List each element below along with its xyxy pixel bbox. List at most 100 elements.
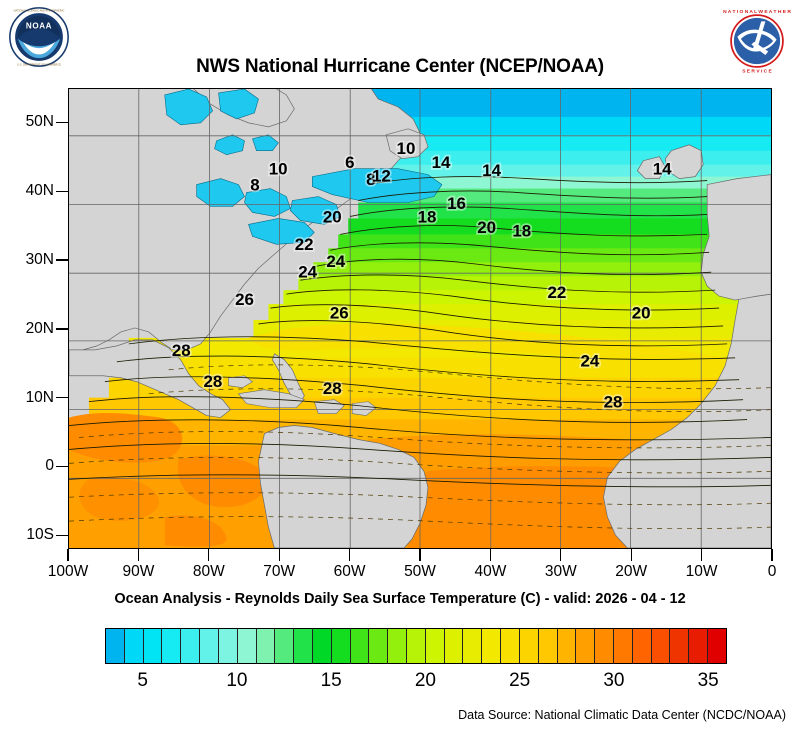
svg-text:12: 12 — [372, 166, 391, 185]
colorbar-cell — [181, 629, 201, 663]
svg-text:8: 8 — [366, 170, 375, 189]
lon-tick-label: 80W — [192, 563, 225, 580]
svg-text:14: 14 — [432, 153, 451, 172]
lon-tick — [137, 549, 140, 561]
colorbar-cell — [463, 629, 483, 663]
cool-shelf-water — [248, 168, 443, 245]
colorbar-cell — [350, 629, 370, 663]
contour-label: 88 — [249, 174, 262, 196]
colorbar-cell — [369, 629, 389, 663]
svg-text:24: 24 — [326, 252, 345, 271]
svg-text:S E R V I C E: S E R V I C E — [742, 69, 772, 75]
svg-text:22: 22 — [547, 283, 566, 302]
lat-tick-label: 40N — [25, 182, 54, 200]
colorbar-cell — [557, 629, 577, 663]
lon-tick — [630, 549, 632, 561]
lat-tick-label: 20N — [25, 319, 54, 337]
isotherm-contours — [69, 176, 771, 488]
svg-text:20: 20 — [632, 304, 651, 323]
lat-tick — [56, 328, 68, 330]
lat-tick-label: 10S — [26, 526, 54, 544]
svg-text:20: 20 — [323, 208, 342, 227]
colorbar-cell — [576, 629, 596, 663]
svg-text:NOAA: NOAA — [26, 21, 52, 30]
svg-text:N A T I O N A L W E A T H E: N A T I O N A L W E A T H E R — [723, 9, 791, 15]
svg-text:18: 18 — [418, 208, 437, 227]
lat-tick — [56, 396, 68, 399]
lat-tick-label: 30N — [25, 251, 54, 268]
land-masses — [69, 89, 771, 548]
colorbar-cell — [444, 629, 464, 663]
lon-tick — [771, 549, 773, 561]
svg-text:22: 22 — [547, 283, 566, 302]
lon-tick-label: 90W — [122, 563, 155, 580]
lat-tick — [56, 534, 68, 536]
colorbar-cell — [407, 629, 426, 663]
lon-tick — [67, 549, 69, 561]
lon-tick — [419, 549, 421, 561]
gulf-stream — [248, 323, 748, 366]
colorbar-cell — [162, 629, 182, 663]
plot-caption: Ocean Analysis - Reynolds Daily Sea Surf… — [114, 591, 686, 607]
caribbean-islands — [228, 375, 377, 416]
colorbar-cell — [388, 629, 407, 663]
svg-text:22: 22 — [295, 235, 314, 254]
lat-tick — [56, 121, 68, 124]
colorbar-cell — [670, 629, 690, 663]
colorbar-tick-label: 5 — [137, 670, 148, 691]
svg-text:18: 18 — [418, 208, 437, 227]
contour-label: 66 — [343, 151, 356, 173]
lat-lon-grid — [69, 89, 771, 548]
svg-text:14: 14 — [482, 161, 501, 180]
colorbar-cell — [613, 629, 633, 663]
colorbar-cell — [237, 629, 257, 663]
svg-text:18: 18 — [512, 221, 531, 240]
svg-text:14: 14 — [653, 160, 672, 179]
nws-logo: N A T I O N A L W E A T H E R S E R V I … — [723, 7, 791, 75]
colorbar-cell — [124, 629, 144, 663]
svg-text:26: 26 — [330, 304, 349, 323]
sst-map-plot: 6 6 8 8 8 8 10 10 10 10 12 12 14 14 14 14 14 14 16 16 18 18 18… — [68, 88, 772, 549]
lon-tick — [208, 549, 210, 561]
colorbar-cell — [200, 629, 219, 663]
svg-text:28: 28 — [172, 341, 191, 360]
colorbar-cell — [632, 629, 652, 663]
svg-text:20: 20 — [323, 208, 342, 227]
lon-tick — [700, 549, 703, 561]
svg-text:6: 6 — [345, 153, 354, 172]
svg-text:8: 8 — [250, 175, 259, 194]
lat-tick-label: 50N — [25, 113, 54, 131]
svg-text:10: 10 — [269, 160, 288, 179]
colorbar-cell — [595, 629, 614, 663]
lon-tick-label: 50W — [404, 563, 436, 580]
colorbar-cell — [501, 629, 520, 663]
colorbar-cell — [106, 629, 125, 663]
contour-label: 88 — [364, 168, 377, 190]
lat-tick — [56, 190, 68, 192]
svg-text:24: 24 — [298, 262, 317, 281]
lon-tick-label: 30W — [544, 563, 577, 580]
svg-text:16: 16 — [447, 194, 466, 213]
svg-text:8: 8 — [366, 170, 375, 189]
data-source-note: Data Source: National Climatic Data Cent… — [458, 708, 786, 722]
lon-tick-label: 70W — [263, 563, 296, 580]
colorbar-cell — [708, 629, 726, 663]
lon-tick — [278, 549, 280, 561]
svg-text:24: 24 — [298, 262, 317, 281]
lat-tick-label: 0 — [45, 457, 54, 475]
colorbar-tick-label: 10 — [226, 670, 248, 691]
lon-tick-label: 60W — [333, 563, 366, 580]
svg-text:16: 16 — [447, 194, 466, 213]
colorbar-tick-label: 15 — [320, 670, 342, 691]
colorbar-cell — [482, 629, 502, 663]
